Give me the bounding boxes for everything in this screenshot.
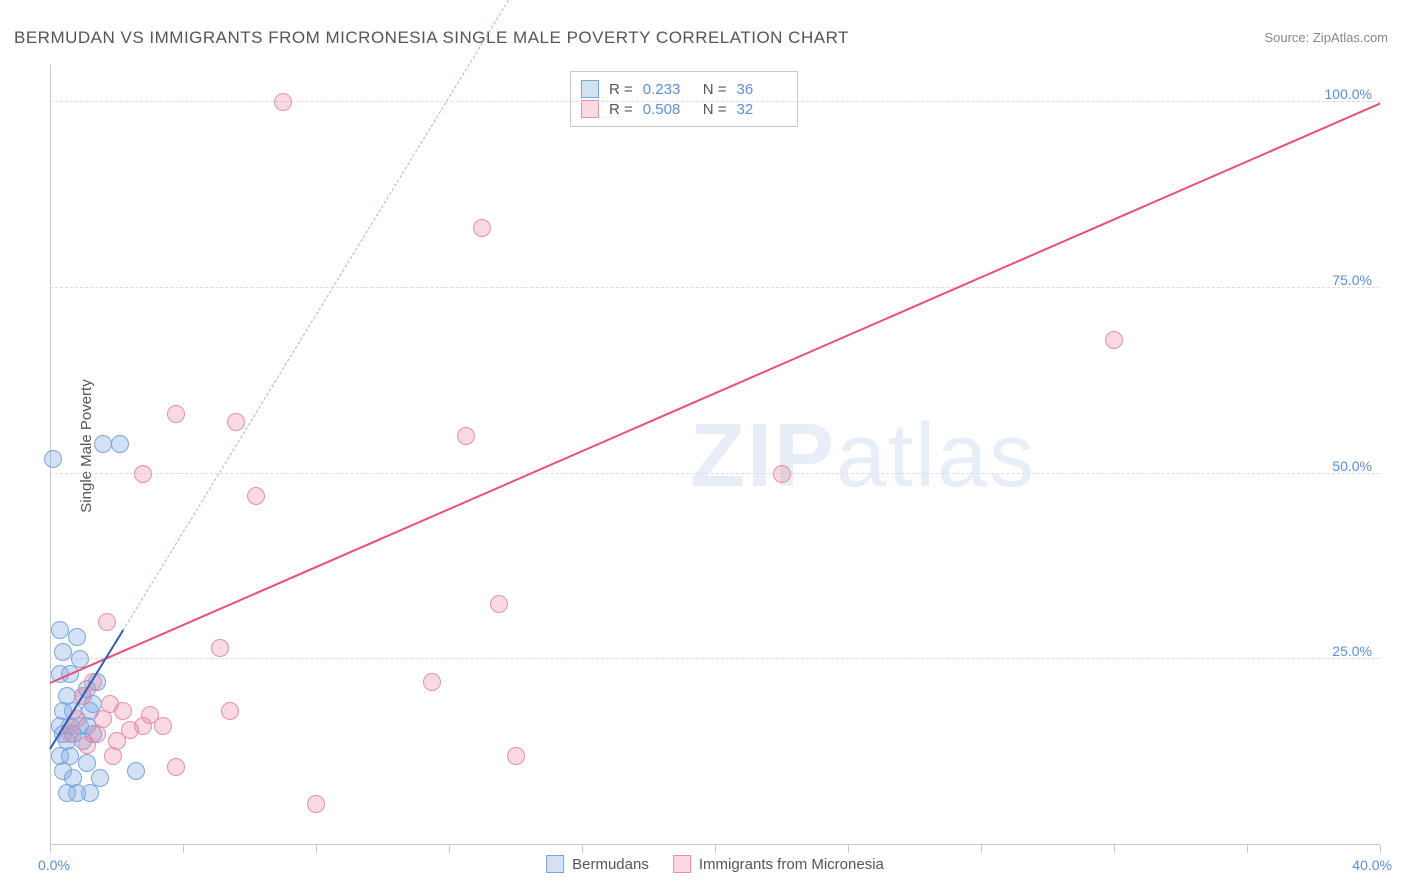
stats-row: R = 0.233 N = 36 [581, 80, 787, 98]
data-point [78, 754, 96, 772]
data-point [167, 405, 185, 423]
data-point [167, 758, 185, 776]
y-tick-label: 50.0% [1332, 458, 1372, 474]
data-point [51, 621, 69, 639]
stats-r-value: 0.508 [643, 101, 693, 118]
x-tick [316, 845, 317, 853]
x-tick [715, 845, 716, 853]
data-point [78, 736, 96, 754]
x-tick [1247, 845, 1248, 853]
data-point [490, 595, 508, 613]
stats-label: R = [609, 81, 633, 98]
legend-swatch [546, 855, 564, 873]
stats-r-value: 0.233 [643, 81, 693, 98]
data-point [54, 643, 72, 661]
gridline [50, 473, 1380, 474]
data-point [227, 413, 245, 431]
data-point [68, 628, 86, 646]
x-tick [1380, 845, 1381, 853]
gridline [50, 101, 1380, 102]
data-point [221, 702, 239, 720]
legend-label: Bermudans [572, 856, 649, 873]
stats-box: R = 0.233 N = 36 R = 0.508 N = 32 [570, 71, 798, 127]
stats-label: N = [703, 101, 727, 118]
stats-label: N = [703, 81, 727, 98]
x-tick [848, 845, 849, 853]
data-point [127, 762, 145, 780]
data-point [44, 450, 62, 468]
data-point [94, 435, 112, 453]
data-point [507, 747, 525, 765]
legend-swatch [673, 855, 691, 873]
x-tick [981, 845, 982, 853]
data-point [134, 717, 152, 735]
data-point [773, 465, 791, 483]
x-tick [50, 845, 51, 853]
x-axis-min-label: 0.0% [38, 857, 70, 873]
stats-swatch [581, 100, 599, 118]
chart-title: BERMUDAN VS IMMIGRANTS FROM MICRONESIA S… [14, 28, 849, 48]
data-point [247, 487, 265, 505]
stats-swatch [581, 80, 599, 98]
x-tick [1114, 845, 1115, 853]
plot-area: ZIPatlas 0.0% 40.0% Bermudans Immigrants… [50, 65, 1380, 845]
regression-line [50, 102, 1381, 683]
stats-row: R = 0.508 N = 32 [581, 100, 787, 118]
legend-item-micronesia: Immigrants from Micronesia [673, 855, 884, 873]
data-point [114, 702, 132, 720]
data-point [307, 795, 325, 813]
source-text: Source: ZipAtlas.com [1264, 30, 1388, 45]
data-point [457, 427, 475, 445]
legend-label: Immigrants from Micronesia [699, 856, 884, 873]
gridline [50, 658, 1380, 659]
data-point [81, 784, 99, 802]
data-point [211, 639, 229, 657]
stats-n-value: 36 [737, 81, 787, 98]
legend-item-bermudans: Bermudans [546, 855, 649, 873]
x-axis-max-label: 40.0% [1352, 857, 1392, 873]
watermark-zip: ZIP [690, 406, 836, 506]
data-point [154, 717, 172, 735]
watermark-atlas: atlas [836, 406, 1036, 506]
x-tick [582, 845, 583, 853]
x-tick [183, 845, 184, 853]
stats-label: R = [609, 101, 633, 118]
legend: Bermudans Immigrants from Micronesia [546, 855, 884, 873]
data-point [423, 673, 441, 691]
regression-extension [123, 0, 583, 630]
x-tick [449, 845, 450, 853]
data-point [98, 613, 116, 631]
data-point [1105, 331, 1123, 349]
watermark: ZIPatlas [690, 405, 1036, 508]
y-tick-label: 75.0% [1332, 272, 1372, 288]
data-point [473, 219, 491, 237]
data-point [111, 435, 129, 453]
data-point [274, 93, 292, 111]
y-tick-label: 25.0% [1332, 643, 1372, 659]
stats-n-value: 32 [737, 101, 787, 118]
data-point [104, 747, 122, 765]
gridline [50, 287, 1380, 288]
y-tick-label: 100.0% [1325, 86, 1372, 102]
data-point [134, 465, 152, 483]
